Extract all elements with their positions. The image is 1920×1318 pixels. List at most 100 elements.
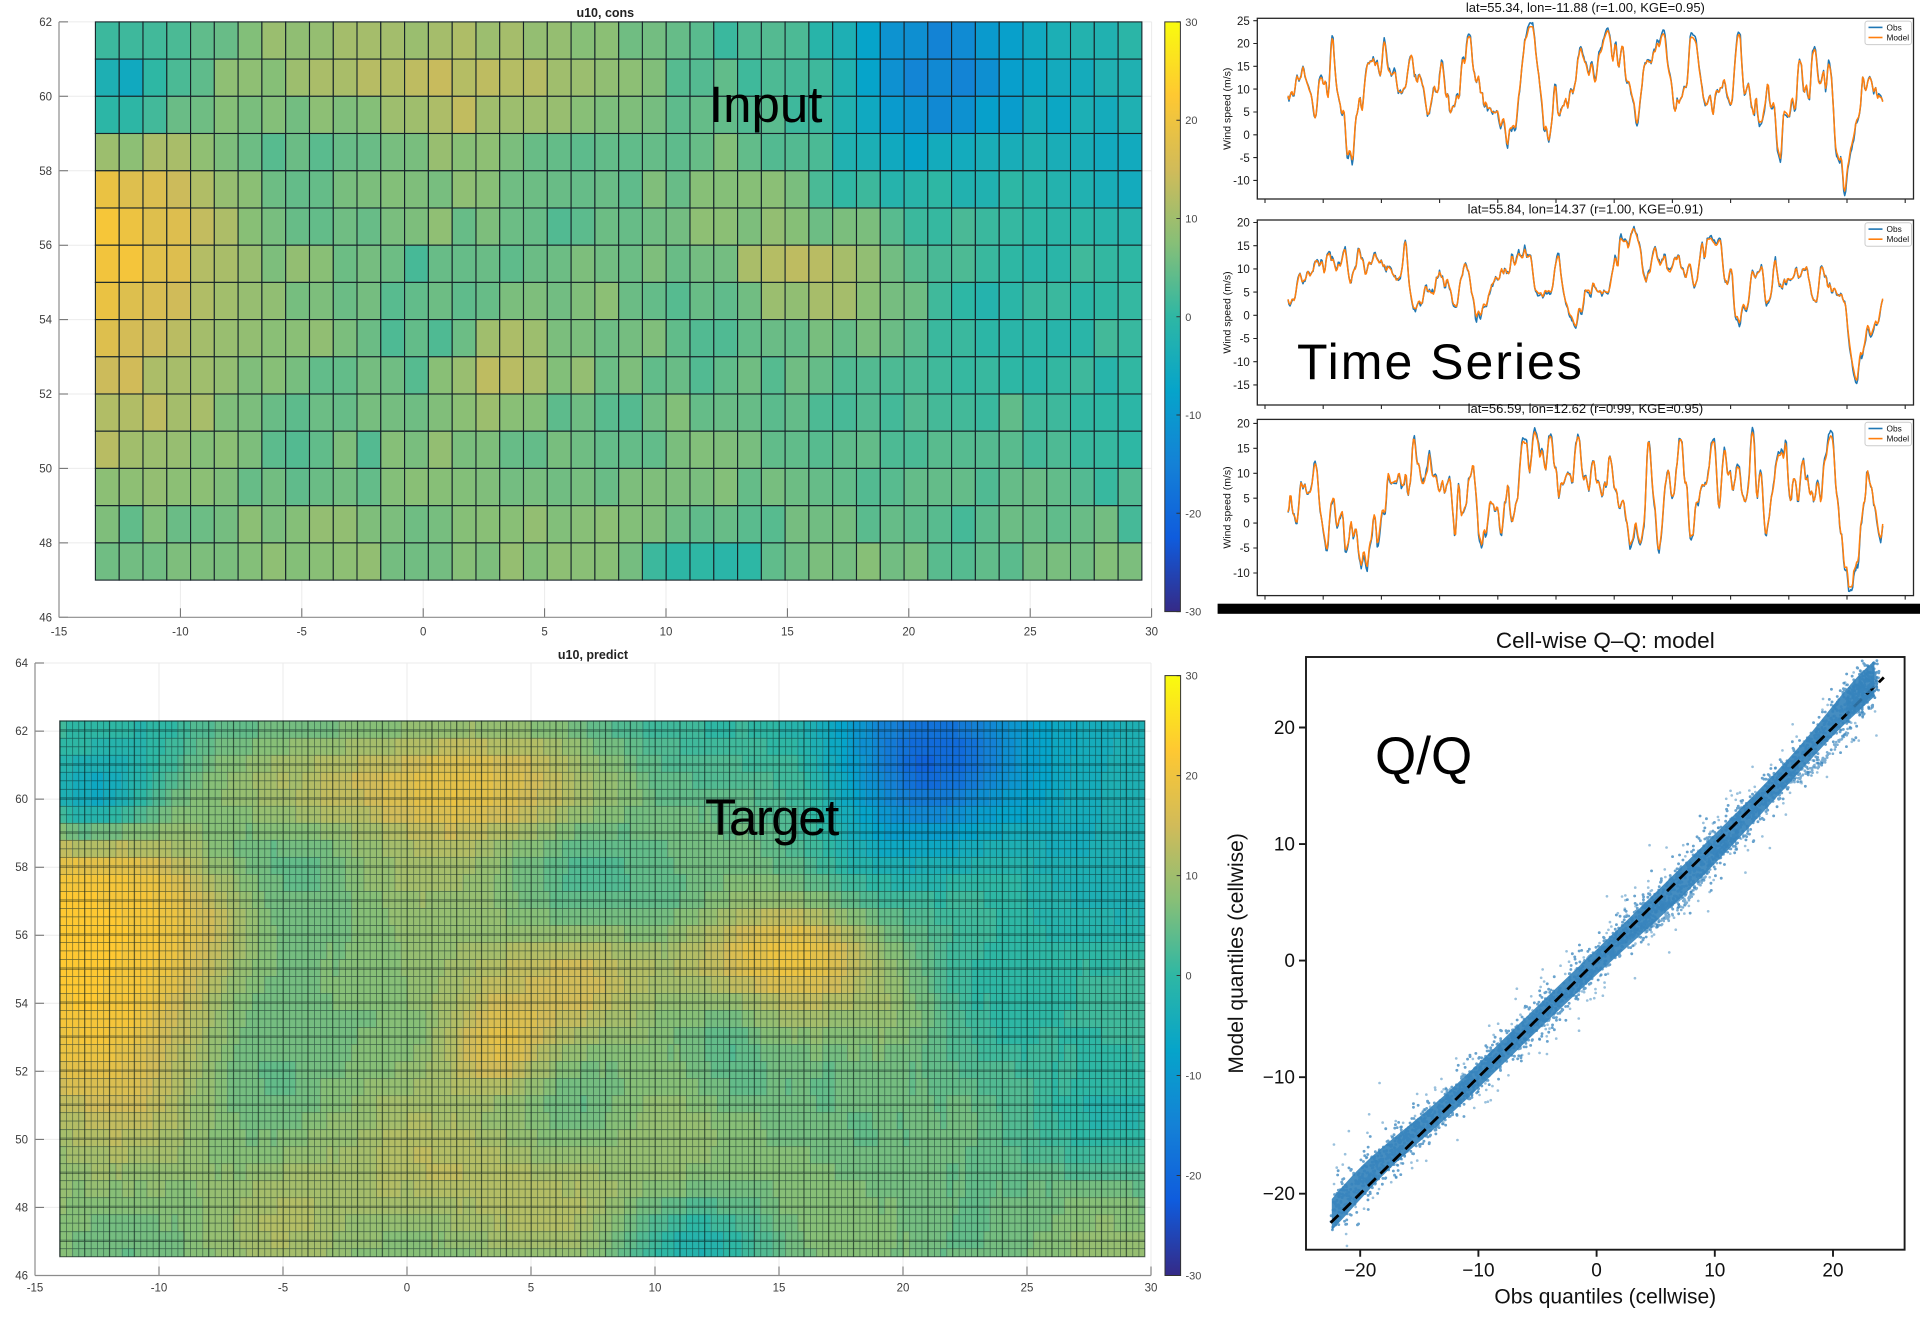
svg-text:15: 15 — [1237, 444, 1250, 456]
svg-text:10: 10 — [1237, 264, 1250, 276]
svg-text:-5: -5 — [278, 1283, 288, 1295]
svg-text:-5: -5 — [297, 626, 307, 638]
svg-text:-5: -5 — [1240, 543, 1250, 555]
svg-text:-10: -10 — [172, 626, 189, 638]
svg-text:Model: Model — [1887, 434, 1910, 444]
svg-text:62: 62 — [39, 17, 52, 29]
svg-text:-20: -20 — [1186, 1171, 1202, 1183]
svg-text:-10: -10 — [1185, 410, 1201, 422]
svg-text:5: 5 — [1243, 493, 1249, 505]
svg-text:u10, predict: u10, predict — [558, 648, 629, 662]
svg-text:56: 56 — [39, 240, 52, 252]
svg-text:30: 30 — [1145, 626, 1158, 638]
svg-text:lat=55.34, lon=-11.88 (r=1.00: lat=55.34, lon=-11.88 (r=1.00, KGE=0.95) — [1466, 0, 1705, 15]
svg-text:10: 10 — [1237, 469, 1250, 481]
svg-text:5: 5 — [528, 1283, 534, 1295]
svg-text:52: 52 — [15, 1066, 28, 1078]
svg-text:-10: -10 — [1186, 1071, 1202, 1083]
svg-text:-10: -10 — [151, 1283, 168, 1295]
svg-text:Wind speed (m/s): Wind speed (m/s) — [1222, 466, 1234, 548]
svg-text:Input: Input — [709, 76, 822, 133]
svg-text:25: 25 — [1237, 16, 1250, 28]
svg-text:46: 46 — [15, 1271, 28, 1283]
svg-text:48: 48 — [15, 1202, 28, 1214]
svg-text:52: 52 — [39, 389, 52, 401]
svg-text:20: 20 — [1237, 218, 1250, 230]
svg-text:30: 30 — [1145, 1283, 1158, 1295]
svg-text:Target: Target — [705, 789, 839, 846]
svg-text:10: 10 — [1704, 1261, 1725, 1282]
svg-text:64: 64 — [15, 658, 28, 670]
svg-text:Obs: Obs — [1887, 224, 1902, 234]
svg-text:58: 58 — [15, 862, 28, 874]
svg-text:Obs quantiles (cellwise): Obs quantiles (cellwise) — [1494, 1286, 1716, 1309]
svg-text:54: 54 — [39, 315, 52, 327]
svg-text:−20: −20 — [1344, 1261, 1376, 1282]
svg-text:15: 15 — [1237, 241, 1250, 253]
svg-text:48: 48 — [39, 538, 52, 550]
svg-text:u10, cons: u10, cons — [576, 6, 634, 20]
svg-text:−20: −20 — [1263, 1184, 1295, 1205]
svg-text:20: 20 — [1186, 771, 1198, 783]
svg-text:10: 10 — [1274, 835, 1295, 856]
svg-text:-10: -10 — [1233, 357, 1250, 369]
svg-text:Wind speed (m/s): Wind speed (m/s) — [1222, 68, 1234, 150]
svg-text:−10: −10 — [1462, 1261, 1494, 1282]
svg-text:-5: -5 — [1240, 153, 1250, 165]
svg-text:0: 0 — [1186, 971, 1192, 983]
svg-text:Model quantiles (cellwise): Model quantiles (cellwise) — [1225, 833, 1248, 1073]
svg-text:Cell-wise Q–Q: model: Cell-wise Q–Q: model — [1496, 628, 1715, 653]
svg-text:15: 15 — [773, 1283, 786, 1295]
svg-text:0: 0 — [420, 626, 426, 638]
svg-text:50: 50 — [15, 1134, 28, 1146]
svg-text:-15: -15 — [51, 626, 68, 638]
svg-text:Obs: Obs — [1887, 22, 1902, 32]
svg-text:25: 25 — [1021, 1283, 1034, 1295]
svg-text:58: 58 — [39, 166, 52, 178]
svg-text:10: 10 — [1186, 871, 1198, 883]
svg-text:0: 0 — [1185, 312, 1191, 324]
svg-text:-5: -5 — [1240, 334, 1250, 346]
svg-text:30: 30 — [1186, 671, 1198, 683]
svg-text:50: 50 — [39, 463, 52, 475]
svg-text:Q/Q: Q/Q — [1375, 727, 1472, 786]
svg-text:10: 10 — [1237, 84, 1250, 96]
svg-text:0: 0 — [1591, 1261, 1602, 1282]
svg-text:10: 10 — [660, 626, 673, 638]
svg-text:62: 62 — [15, 726, 28, 738]
svg-text:15: 15 — [1237, 62, 1250, 74]
svg-text:20: 20 — [897, 1283, 910, 1295]
svg-text:0: 0 — [1243, 518, 1249, 530]
svg-text:Obs: Obs — [1887, 423, 1902, 433]
svg-text:10: 10 — [1185, 214, 1197, 226]
svg-text:10: 10 — [649, 1283, 662, 1295]
svg-text:20: 20 — [1274, 718, 1295, 739]
svg-text:60: 60 — [15, 794, 28, 806]
svg-text:Model: Model — [1887, 234, 1910, 244]
svg-text:−10: −10 — [1263, 1068, 1295, 1089]
svg-text:Time Series: Time Series — [1297, 334, 1584, 390]
svg-text:-10: -10 — [1233, 176, 1250, 188]
svg-text:0: 0 — [1284, 951, 1295, 972]
svg-text:lat=56.59, lon=12.62 (r=0.99,: lat=56.59, lon=12.62 (r=0.99, KGE=0.95) — [1468, 401, 1704, 416]
svg-text:-15: -15 — [1233, 380, 1250, 392]
svg-text:20: 20 — [1237, 39, 1250, 51]
svg-text:60: 60 — [39, 91, 52, 103]
svg-text:-10: -10 — [1233, 568, 1250, 580]
svg-text:lat=55.84, lon=14.37 (r=1.00,: lat=55.84, lon=14.37 (r=1.00, KGE=0.91) — [1468, 202, 1704, 217]
svg-text:20: 20 — [1822, 1261, 1843, 1282]
svg-text:15: 15 — [781, 626, 794, 638]
svg-text:-15: -15 — [27, 1283, 44, 1295]
svg-text:5: 5 — [1243, 287, 1249, 299]
svg-text:0: 0 — [1243, 311, 1249, 323]
svg-text:-30: -30 — [1186, 1271, 1202, 1283]
svg-text:25: 25 — [1024, 626, 1037, 638]
svg-text:46: 46 — [39, 612, 52, 624]
svg-text:0: 0 — [404, 1283, 410, 1295]
svg-text:-30: -30 — [1185, 607, 1201, 619]
svg-text:56: 56 — [15, 930, 28, 942]
svg-text:54: 54 — [15, 998, 28, 1010]
svg-text:20: 20 — [1185, 115, 1197, 127]
svg-text:5: 5 — [1243, 107, 1249, 119]
svg-text:30: 30 — [1185, 17, 1197, 29]
